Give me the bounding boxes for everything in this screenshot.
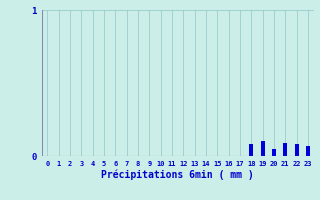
Bar (260, 141, 265, 156)
X-axis label: Précipitations 6min ( mm ): Précipitations 6min ( mm ) (101, 170, 254, 180)
Bar (283, 143, 287, 156)
Bar (295, 144, 299, 156)
Bar (272, 149, 276, 156)
Bar (306, 146, 310, 156)
Bar (249, 144, 253, 156)
